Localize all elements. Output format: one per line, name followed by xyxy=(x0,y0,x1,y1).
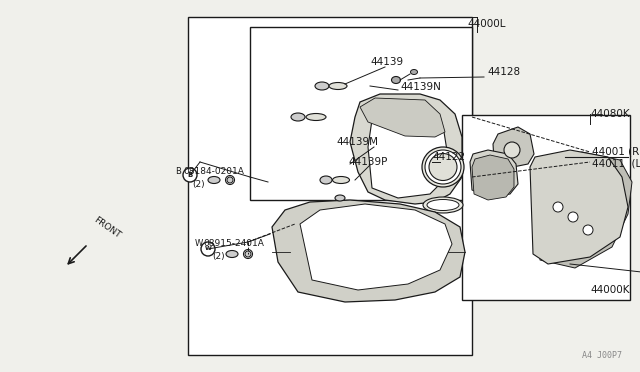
Text: 44139N: 44139N xyxy=(400,82,441,92)
Polygon shape xyxy=(530,150,628,264)
Polygon shape xyxy=(472,155,514,200)
Ellipse shape xyxy=(329,83,347,90)
Ellipse shape xyxy=(427,199,459,211)
Text: 44001 (RH): 44001 (RH) xyxy=(592,147,640,157)
Circle shape xyxy=(583,225,593,235)
Text: 44011  (LH): 44011 (LH) xyxy=(592,159,640,169)
Text: A4 J00P7: A4 J00P7 xyxy=(582,351,622,360)
Ellipse shape xyxy=(291,113,305,121)
Text: (2): (2) xyxy=(212,251,225,260)
Ellipse shape xyxy=(425,150,461,184)
Ellipse shape xyxy=(306,113,326,121)
Polygon shape xyxy=(350,94,462,204)
Text: 44000K: 44000K xyxy=(590,285,630,295)
Ellipse shape xyxy=(333,176,349,183)
Text: 44139: 44139 xyxy=(370,57,403,67)
Bar xyxy=(188,17,472,355)
Ellipse shape xyxy=(226,250,238,257)
Text: 44122: 44122 xyxy=(432,152,465,162)
Polygon shape xyxy=(368,108,448,198)
Text: 44139P: 44139P xyxy=(348,157,387,167)
Circle shape xyxy=(183,168,197,182)
Text: 08184-0201A: 08184-0201A xyxy=(183,167,244,176)
Ellipse shape xyxy=(423,197,463,213)
Polygon shape xyxy=(360,98,445,137)
Bar xyxy=(250,27,472,200)
Circle shape xyxy=(227,177,233,183)
Circle shape xyxy=(245,251,251,257)
Text: B: B xyxy=(175,167,181,176)
Circle shape xyxy=(504,142,520,158)
Polygon shape xyxy=(272,200,465,302)
Ellipse shape xyxy=(225,176,234,185)
Circle shape xyxy=(553,202,563,212)
Polygon shape xyxy=(535,152,632,268)
Polygon shape xyxy=(470,150,518,197)
Ellipse shape xyxy=(392,77,401,83)
Ellipse shape xyxy=(335,195,345,201)
Polygon shape xyxy=(300,204,452,290)
Text: W: W xyxy=(205,247,211,251)
Ellipse shape xyxy=(422,147,464,187)
Text: (2): (2) xyxy=(192,180,205,189)
Ellipse shape xyxy=(320,176,332,184)
Text: 44139M: 44139M xyxy=(336,137,378,147)
Text: 44000L: 44000L xyxy=(467,19,506,29)
Ellipse shape xyxy=(315,82,329,90)
Circle shape xyxy=(201,242,215,256)
Ellipse shape xyxy=(429,154,457,180)
Bar xyxy=(462,115,630,300)
Text: 44128: 44128 xyxy=(487,67,520,77)
Text: FRONT: FRONT xyxy=(92,215,122,240)
Text: 08915-2401A: 08915-2401A xyxy=(203,240,264,248)
Text: W: W xyxy=(195,240,204,248)
Ellipse shape xyxy=(410,70,417,74)
Ellipse shape xyxy=(243,250,253,259)
Polygon shape xyxy=(493,127,534,168)
Circle shape xyxy=(568,212,578,222)
Text: 44080K: 44080K xyxy=(590,109,630,119)
Ellipse shape xyxy=(208,176,220,183)
Text: B: B xyxy=(188,172,193,178)
